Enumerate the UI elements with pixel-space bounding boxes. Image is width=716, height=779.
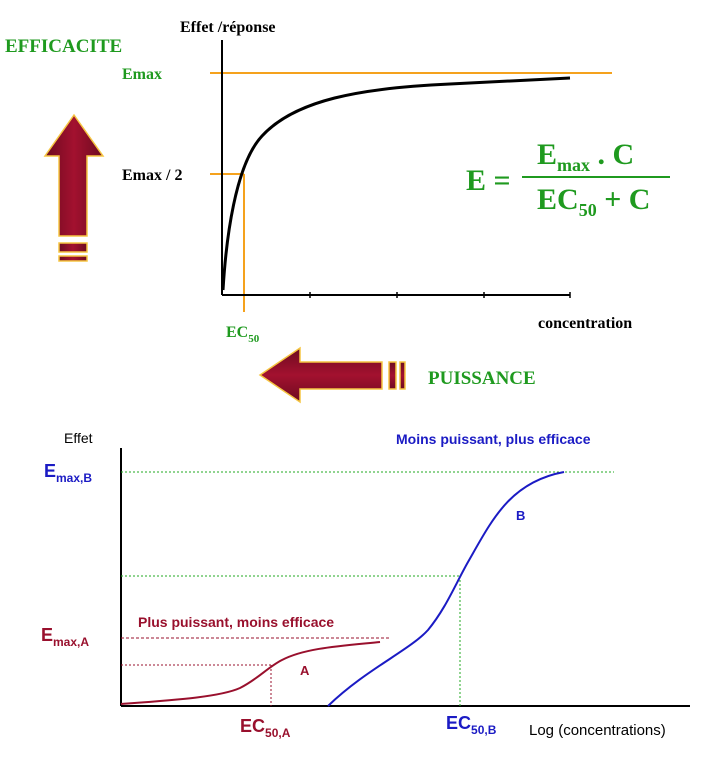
emax-label: Emax <box>122 66 162 83</box>
top-x-axis-label: concentration <box>538 315 632 332</box>
hyperbolic-curve <box>221 76 571 291</box>
emax-b-label: Emax,B <box>44 461 92 485</box>
formula-lhs: E = <box>466 164 511 197</box>
top-y-axis-label: Effet /réponse <box>180 19 276 36</box>
ec50-a-label: EC50,A <box>240 716 291 740</box>
top-x-ticks <box>309 292 571 298</box>
emax-half-label: Emax / 2 <box>122 167 182 184</box>
bottom-y-axis-label: Effet <box>64 430 93 446</box>
bottom-log-dose-chart: Effet Log (concentrations) Emax,B Emax,A… <box>41 430 690 740</box>
caption-b: Moins puissant, plus efficace <box>396 431 591 447</box>
top-dose-response-chart: EFFICACITE Effet /réponse Emax Emax / 2 … <box>5 19 670 345</box>
curve-b-label: B <box>516 508 525 523</box>
bottom-x-axis-label: Log (concentrations) <box>529 722 666 739</box>
potency-left-arrow-icon <box>258 346 406 404</box>
efficacy-up-arrow-icon <box>43 113 105 262</box>
curve-a <box>120 641 381 705</box>
michaelis-formula: E = Emax . C EC50 + C <box>466 138 670 220</box>
formula-numerator: Emax . C <box>537 138 634 175</box>
ec50-b-label: EC50,B <box>446 713 497 737</box>
formula-denominator: EC50 + C <box>537 183 650 220</box>
emax-a-label: Emax,A <box>41 625 89 649</box>
efficacite-label: EFFICACITE <box>5 36 122 57</box>
puissance-label: PUISSANCE <box>428 368 536 389</box>
curve-b <box>327 471 565 707</box>
curve-a-label: A <box>300 663 310 678</box>
caption-a: Plus puissant, moins efficace <box>138 614 334 630</box>
top-ec50-label: EC50 <box>226 324 260 345</box>
